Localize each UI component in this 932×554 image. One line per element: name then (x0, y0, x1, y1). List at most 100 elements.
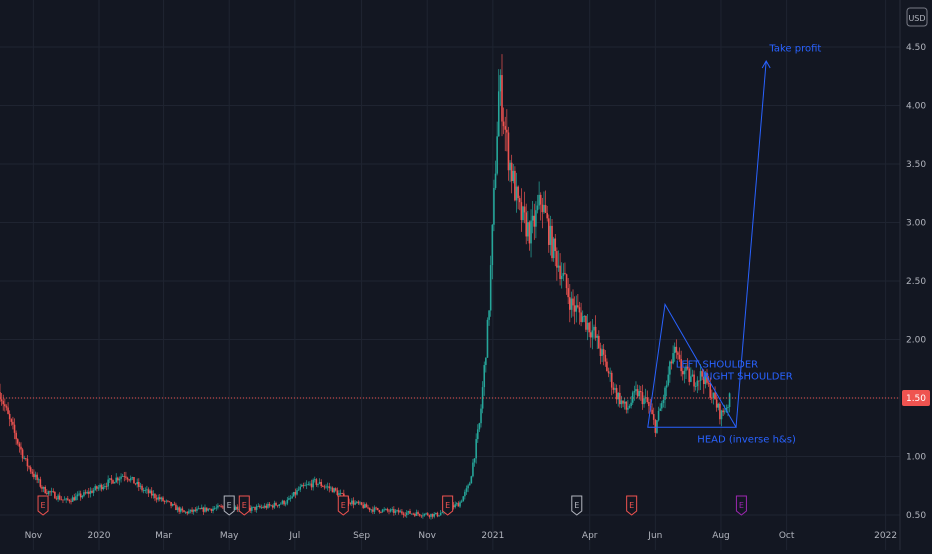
candle-body (691, 374, 694, 377)
candle-body (292, 492, 295, 497)
candle-body (349, 503, 352, 504)
earnings-label: E (629, 501, 634, 510)
candle-body (165, 500, 168, 502)
right-shoulder-label[interactable]: RIGHT SHOULDER (703, 371, 793, 382)
candle-body (108, 478, 111, 480)
candle-body (367, 507, 369, 509)
candle-body (485, 357, 487, 366)
candle-body (236, 506, 239, 510)
candle-body (652, 414, 655, 420)
time-tick-label: Oct (779, 531, 795, 541)
earnings-label: E (445, 501, 450, 510)
candle-body (215, 507, 218, 509)
take-profit-label[interactable]: Take profit (768, 44, 821, 55)
candle-body (157, 497, 159, 500)
candle-body (607, 371, 610, 374)
earnings-marker[interactable]: E (337, 495, 349, 516)
candle-body (97, 487, 100, 489)
time-tick-label: Jun (647, 531, 662, 541)
candle-body (604, 354, 607, 362)
candle-body (299, 486, 302, 490)
candle-body (42, 487, 45, 489)
candle-body (181, 508, 184, 511)
candle-body (412, 513, 415, 515)
candle-body (194, 509, 197, 511)
candle-body (141, 485, 143, 491)
candle-body (286, 499, 289, 504)
earnings-marker[interactable]: E (442, 495, 454, 516)
candle-body (352, 500, 355, 505)
candle-body (87, 491, 90, 494)
candle-body (552, 238, 555, 259)
earnings-marker[interactable]: E (223, 495, 235, 516)
candle-body (527, 222, 529, 237)
earnings-marker[interactable]: E (626, 495, 638, 516)
candle-body (221, 506, 224, 508)
candle-body (52, 491, 55, 493)
price-tick-label: 1.00 (906, 453, 926, 463)
candle-body (612, 387, 615, 390)
candle-body (418, 513, 421, 516)
currency-badge[interactable]: USD (906, 7, 928, 27)
candle-body (560, 275, 563, 280)
candle-body (559, 265, 561, 280)
candle-body (320, 481, 323, 487)
candle-body (478, 423, 481, 430)
candle-body (158, 497, 161, 500)
time-axis[interactable]: Nov 2020 Mar May Jul Sep Nov 2021 Apr Jun Aug Oct 20… (25, 531, 932, 541)
candle-body (457, 503, 460, 507)
candle-body (664, 387, 666, 400)
candle-body (452, 505, 455, 508)
candle-body (251, 507, 253, 511)
candle-body (425, 513, 427, 515)
earnings-marker[interactable]: E (37, 495, 49, 516)
candle-body (589, 332, 592, 338)
candle-body (73, 497, 76, 501)
candle-body (728, 393, 731, 407)
candle-body (375, 507, 377, 509)
time-tick-label: 2022 (874, 531, 897, 541)
candle-body (660, 403, 663, 409)
earnings-marker[interactable]: E (735, 495, 747, 516)
take-profit-arrow[interactable] (735, 60, 767, 428)
candle-body (39, 479, 42, 487)
candle-body (33, 473, 35, 478)
candle-body (522, 206, 524, 221)
candle-body (409, 510, 411, 514)
candle-body (507, 132, 510, 171)
price-tick-label: 3.50 (906, 160, 926, 170)
candle-body (255, 506, 258, 510)
candle-body (50, 491, 53, 493)
candle-body (685, 366, 687, 371)
earnings-marker[interactable]: E (571, 495, 583, 516)
candle-body (493, 187, 495, 225)
time-tick-label: May (220, 531, 239, 541)
candle-body (218, 505, 221, 507)
head-label[interactable]: HEAD (inverse h&s) (697, 434, 796, 445)
candle-body (325, 486, 327, 488)
candle-body (138, 481, 140, 487)
time-tick-label: Mar (155, 531, 172, 541)
candle-body (281, 500, 284, 504)
candle-body (175, 504, 177, 511)
candle-body (160, 497, 163, 500)
candle-body (317, 483, 319, 485)
head-and-shoulders-triangle[interactable] (647, 302, 737, 428)
candle-body (459, 502, 461, 507)
candle-body (512, 170, 515, 182)
candle-body (396, 510, 398, 511)
earnings-marker[interactable]: E (238, 495, 250, 516)
candle-body (698, 380, 700, 382)
left-shoulder-label[interactable]: LEFT SHOULDER (676, 360, 758, 371)
candle-body (144, 489, 147, 491)
candle-body (284, 503, 287, 505)
candle-body (669, 361, 671, 375)
candle-body (304, 485, 306, 487)
candle-body (486, 319, 489, 358)
candle-body (123, 475, 126, 477)
candle-body (719, 403, 721, 420)
